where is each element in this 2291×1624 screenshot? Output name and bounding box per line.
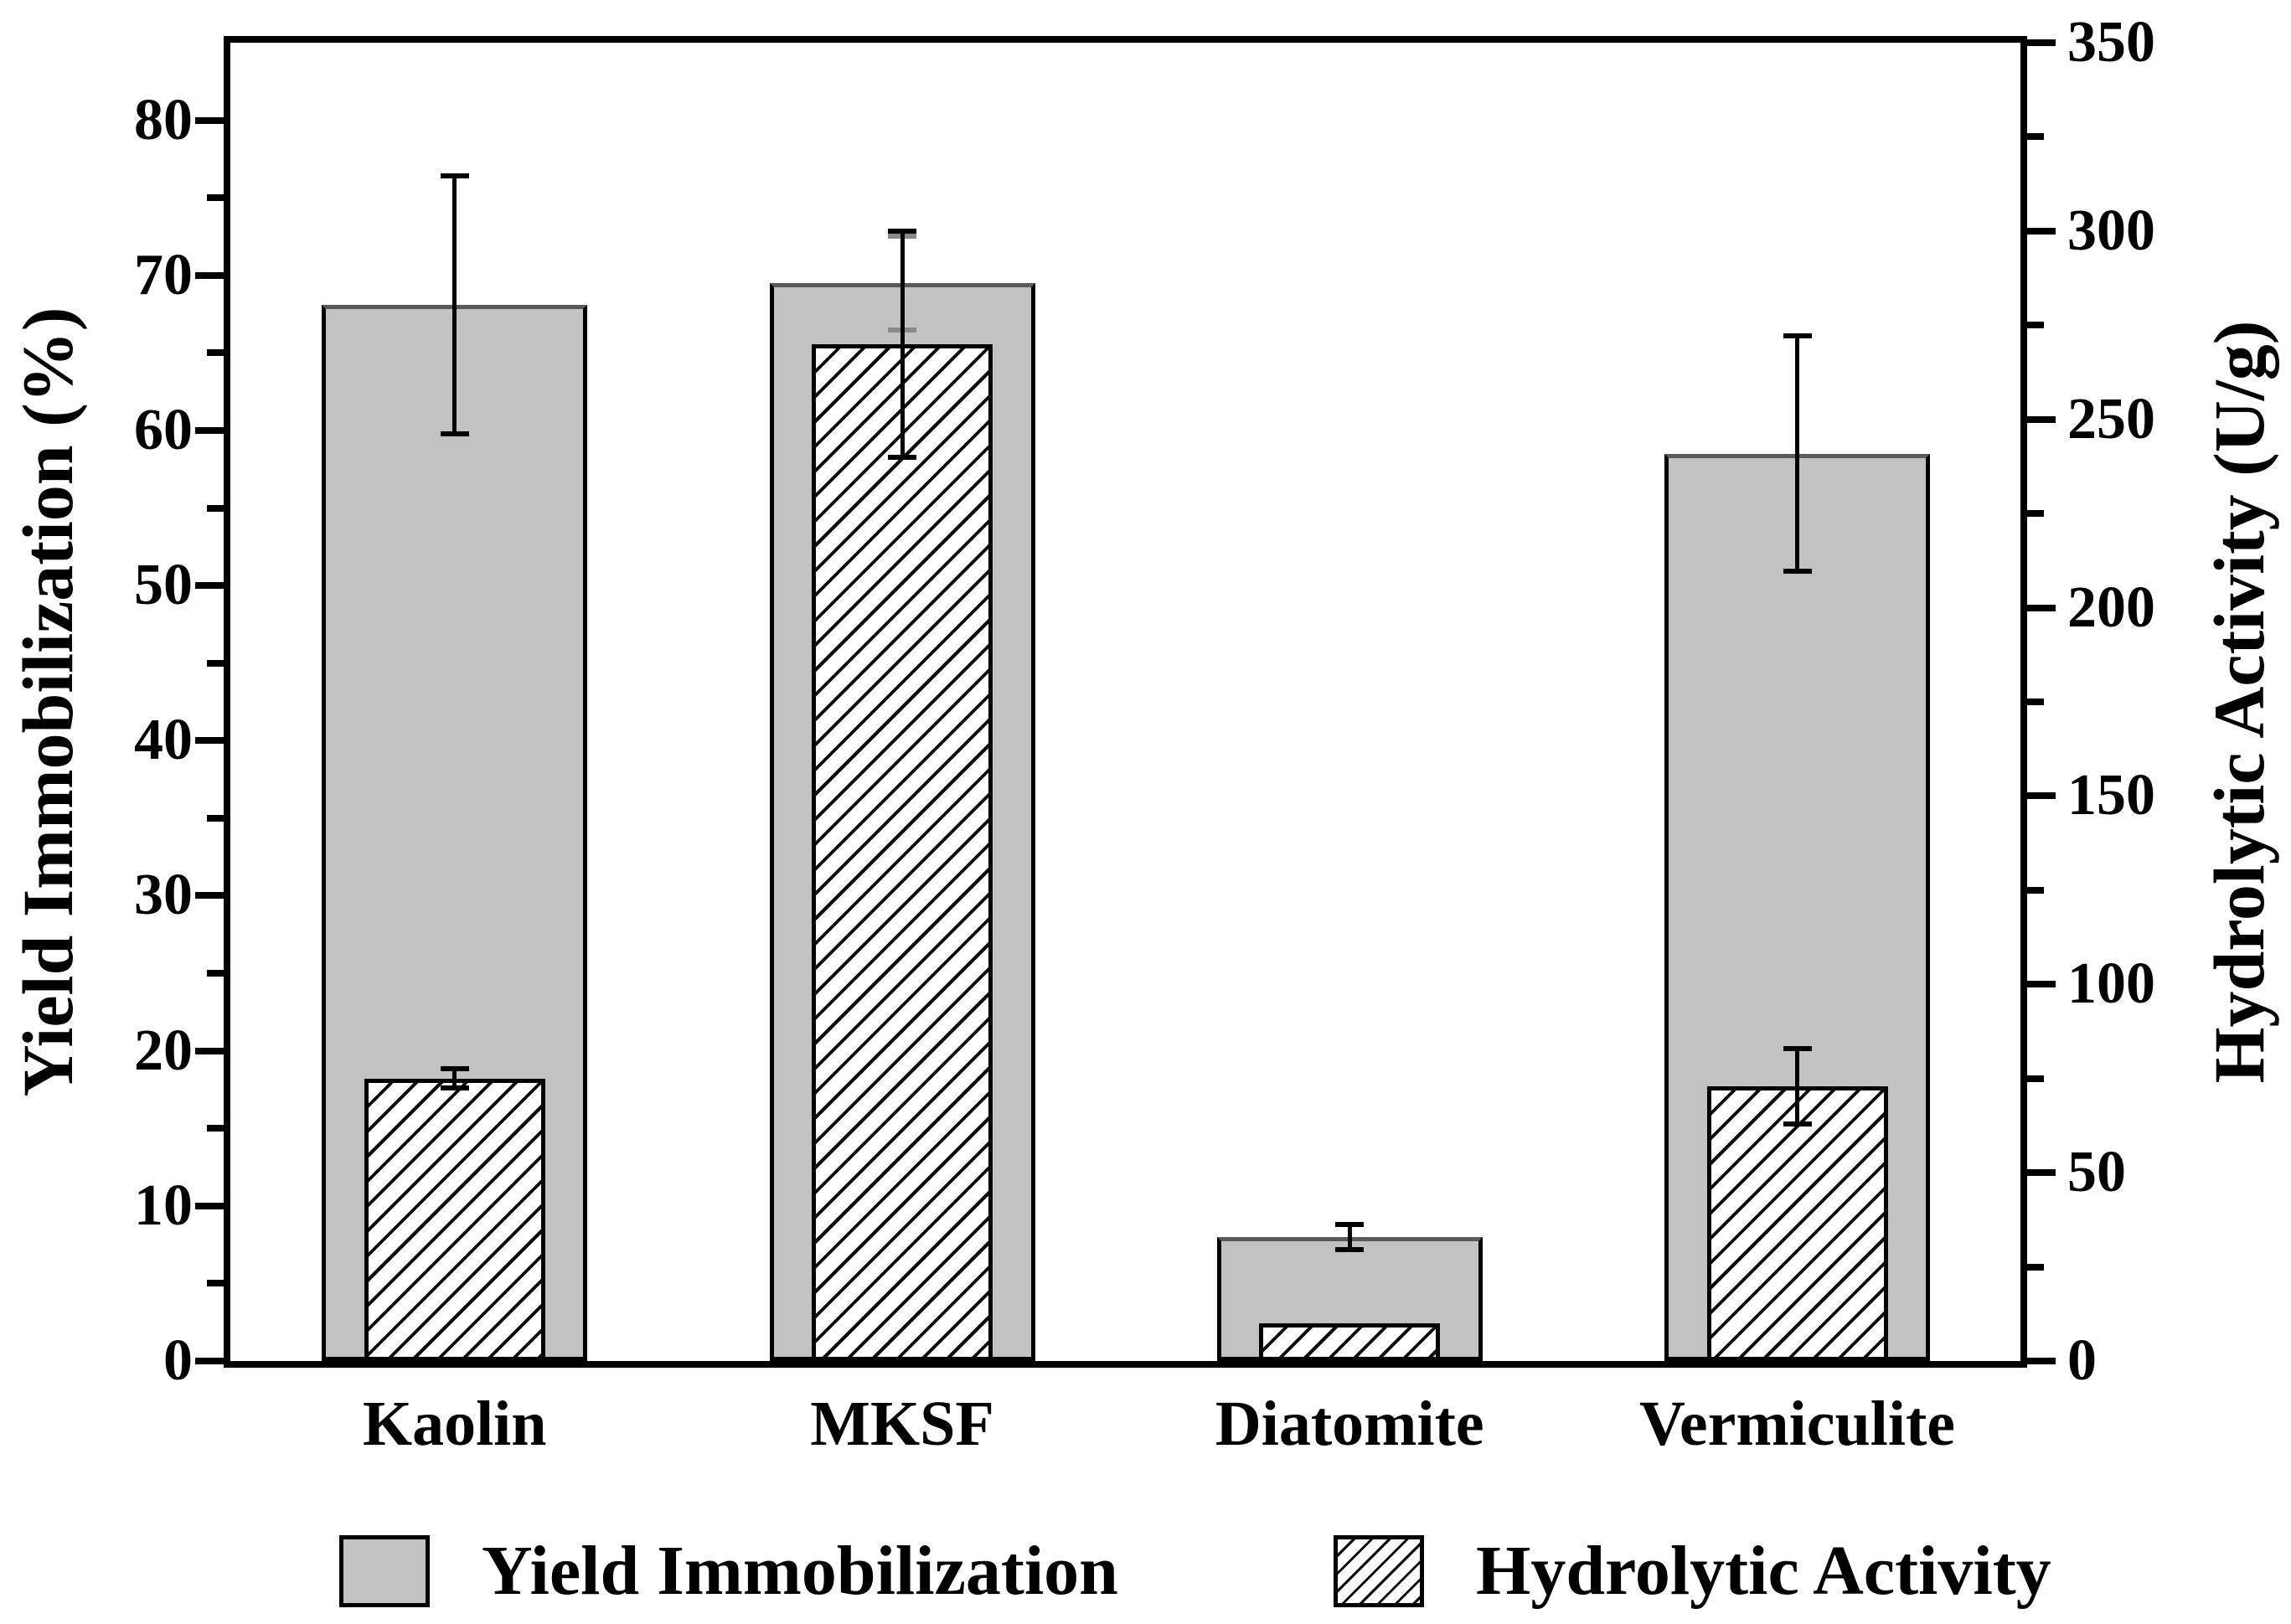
err-yield-vermiculite-stem: [1795, 335, 1800, 572]
left-tick-label: 70: [134, 242, 193, 307]
category-label-mksf: MKSF: [810, 1389, 994, 1459]
err-activity-mksf-stem: [900, 230, 905, 457]
right-minor-tick: [2027, 1075, 2044, 1082]
left-tick-label: 20: [134, 1018, 193, 1083]
left-major-tick: [195, 116, 224, 124]
err-activity-vermiculite-cap-top: [1783, 1045, 1812, 1051]
left-major-tick: [195, 737, 224, 745]
err-activity-vermiculite-cap-bottom: [1783, 1121, 1812, 1126]
err-activity-kaolin-stem: [452, 1069, 457, 1088]
left-major-tick: [195, 1202, 224, 1209]
left-tick-label: 60: [134, 397, 193, 462]
left-minor-tick: [207, 1125, 224, 1132]
right-major-tick: [2027, 227, 2056, 235]
category-label-vermiculite: Vermiculite: [1638, 1389, 1956, 1459]
right-axis-title: Hydrolytic Activity (U/g): [2199, 320, 2279, 1084]
right-minor-tick: [2027, 322, 2044, 329]
right-tick-label: 350: [2067, 10, 2155, 75]
err-activity-mksf-cap-top: [888, 228, 917, 234]
right-tick-label: 100: [2067, 951, 2155, 1017]
left-major-tick: [195, 892, 224, 900]
err-activity-kaolin-cap-top: [440, 1066, 469, 1072]
err-yield-kaolin-cap-bottom: [440, 430, 469, 436]
left-minor-tick: [207, 349, 224, 357]
err-yield-vermiculite-cap-top: [1783, 333, 1812, 338]
left-major-tick: [195, 271, 224, 279]
right-major-tick: [2027, 792, 2056, 800]
legend-swatch-yield-immobilization: [339, 1535, 430, 1607]
err-activity-mksf-cap-bottom: [888, 454, 917, 460]
left-minor-tick: [207, 1280, 224, 1287]
right-major-tick: [2027, 981, 2056, 988]
left-tick-label: 0: [163, 1328, 193, 1393]
right-tick-label: 200: [2067, 575, 2155, 640]
legend-swatch-hydrolytic-activity: [1334, 1535, 1424, 1607]
left-minor-tick: [207, 504, 224, 512]
right-minor-tick: [2027, 1263, 2044, 1271]
right-major-tick: [2027, 604, 2056, 611]
err-yield-diatomite-stem: [1347, 1224, 1352, 1250]
err-activity-vermiculite-stem: [1795, 1048, 1800, 1124]
err-activity-kaolin-cap-bottom: [440, 1085, 469, 1090]
left-minor-tick: [207, 659, 224, 667]
right-minor-tick: [2027, 886, 2044, 894]
err-yield-kaolin-cap-top: [440, 173, 469, 179]
left-minor-tick: [207, 814, 224, 822]
left-major-tick: [195, 426, 224, 434]
left-tick-label: 30: [134, 863, 193, 928]
right-minor-tick: [2027, 510, 2044, 518]
left-tick-label: 10: [134, 1173, 193, 1238]
err-yield-kaolin-stem: [452, 176, 457, 434]
left-axis-title: Yield Immobilization (%): [8, 307, 88, 1097]
err-yield-diatomite-cap-bottom: [1335, 1246, 1365, 1252]
left-minor-tick: [207, 970, 224, 977]
bar-activity-kaolin: [364, 1078, 545, 1361]
right-major-tick: [2027, 1169, 2056, 1177]
right-tick-label: 250: [2067, 386, 2155, 451]
right-tick-label: 150: [2067, 763, 2155, 828]
right-minor-tick: [2027, 133, 2044, 141]
left-major-tick: [195, 1358, 224, 1364]
err-yield-diatomite-cap-top: [1335, 1222, 1365, 1228]
left-major-tick: [195, 582, 224, 590]
category-label-kaolin: Kaolin: [362, 1389, 547, 1459]
bar-activity-vermiculite: [1706, 1085, 1888, 1361]
bar-activity-diatomite: [1259, 1323, 1441, 1361]
right-major-tick: [2027, 415, 2056, 423]
right-major-tick: [2027, 39, 2056, 46]
left-tick-label: 50: [134, 553, 193, 618]
right-tick-label: 0: [2067, 1328, 2097, 1393]
left-tick-label: 40: [134, 708, 193, 773]
left-tick-label: 80: [134, 87, 193, 152]
legend-label-yield-immobilization: Yield Immobilization: [482, 1532, 1118, 1610]
category-label-diatomite: Diatomite: [1215, 1389, 1484, 1459]
err-yield-vermiculite-cap-bottom: [1783, 569, 1812, 575]
right-major-tick: [2027, 1358, 2056, 1364]
right-tick-label: 300: [2067, 198, 2155, 263]
legend-label-hydrolytic-activity: Hydrolytic Activity: [1476, 1532, 2051, 1610]
left-major-tick: [195, 1047, 224, 1054]
left-minor-tick: [207, 194, 224, 202]
right-minor-tick: [2027, 699, 2044, 705]
bar-activity-mksf: [812, 343, 993, 1361]
right-tick-label: 50: [2067, 1140, 2126, 1205]
